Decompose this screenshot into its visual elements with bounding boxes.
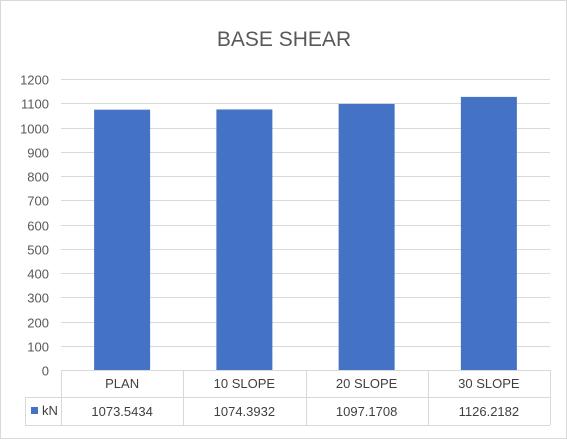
x-category-label: 30 SLOPE [458, 376, 520, 391]
bar [94, 109, 151, 371]
data-table: PLAN 10 SLOPE 20 SLOPE 30 SLOPE kN 1073.5434 1… [25, 370, 551, 426]
data-value-label: 1097.1708 [336, 404, 397, 419]
y-tick-label: 1000 [20, 122, 49, 137]
y-tick-label: 200 [27, 316, 49, 331]
x-category-label: 20 SLOPE [336, 376, 398, 391]
bars [94, 96, 517, 371]
x-category-label: PLAN [105, 376, 139, 391]
y-tick-label: 100 [27, 340, 49, 355]
y-tick-label: 1100 [21, 97, 49, 112]
bar [460, 96, 517, 370]
legend-series-name: kN [42, 403, 58, 418]
legend-swatch [31, 407, 38, 414]
data-value-label: 1074.3932 [214, 404, 275, 419]
y-tick-label: 400 [27, 267, 49, 282]
y-tick-label: 700 [27, 194, 49, 209]
x-category-label: 10 SLOPE [214, 376, 276, 391]
y-tick-label: 900 [27, 146, 49, 161]
y-tick-label: 1200 [20, 73, 49, 88]
y-tick-label: 600 [27, 219, 49, 234]
data-value-label: 1126.2182 [459, 404, 520, 419]
chart-title: BASE SHEAR [217, 28, 351, 51]
y-axis-ticks: 0 100 200 300 400 500 600 700 800 900 1000 1100 1200 [20, 73, 49, 379]
bar [338, 103, 395, 370]
y-tick-label: 800 [27, 170, 49, 185]
y-tick-label: 300 [27, 291, 49, 306]
data-value-label: 1073.5434 [91, 404, 152, 419]
y-tick-label: 500 [27, 243, 49, 258]
y-tick-label: 0 [42, 364, 49, 379]
bar [216, 109, 273, 370]
